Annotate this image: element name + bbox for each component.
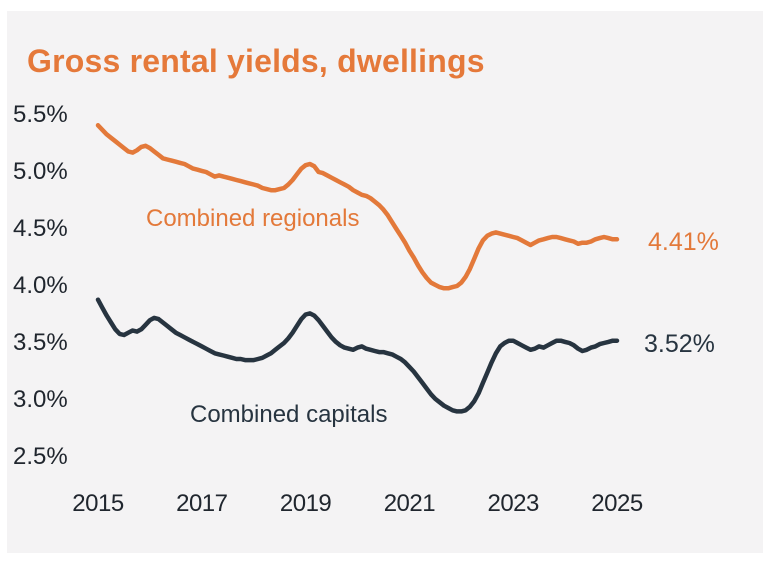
series-line-combined-capitals xyxy=(95,297,620,414)
y-tick-label: 3.0% xyxy=(13,386,68,413)
chart-panel xyxy=(7,11,763,553)
y-tick-label: 2.5% xyxy=(13,443,68,470)
x-tick-label: 2017 xyxy=(176,490,228,517)
end-value-combined-regionals: 4.41% xyxy=(648,228,719,256)
x-tick-label: 2023 xyxy=(487,490,539,517)
y-tick-label: 4.0% xyxy=(13,272,68,299)
x-tick-label: 2021 xyxy=(383,490,436,517)
series-label-combined-regionals: Combined regionals xyxy=(146,205,360,232)
x-tick-label: 2019 xyxy=(279,490,332,517)
x-tick-label: 2015 xyxy=(72,490,124,517)
page-title: Gross rental yields, dwellings xyxy=(27,43,485,80)
series-line-combined-regionals xyxy=(95,123,620,291)
y-tick-label: 5.0% xyxy=(13,158,68,185)
y-tick-label: 4.5% xyxy=(13,215,68,242)
x-tick-label: 2025 xyxy=(591,490,643,517)
y-tick-label: 5.5% xyxy=(13,101,68,128)
y-tick-label: 3.5% xyxy=(13,329,68,356)
end-value-combined-capitals: 3.52% xyxy=(644,330,715,358)
series-label-combined-capitals: Combined capitals xyxy=(190,401,388,428)
